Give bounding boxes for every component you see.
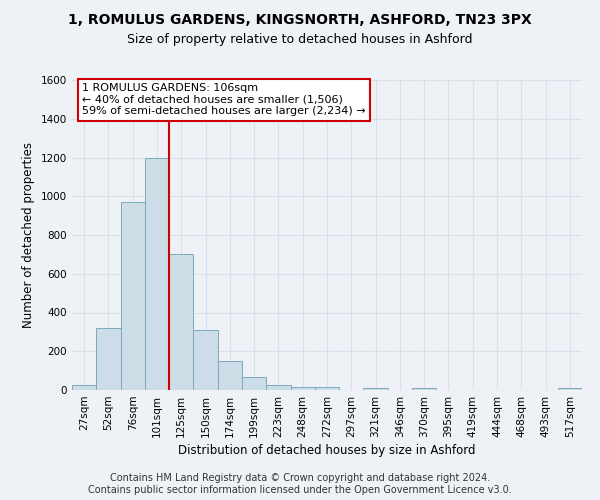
Bar <box>412 388 436 390</box>
Bar <box>558 388 582 390</box>
Text: 1, ROMULUS GARDENS, KINGSNORTH, ASHFORD, TN23 3PX: 1, ROMULUS GARDENS, KINGSNORTH, ASHFORD,… <box>68 12 532 26</box>
Bar <box>364 388 388 390</box>
Bar <box>290 387 315 390</box>
Bar <box>242 378 266 390</box>
X-axis label: Distribution of detached houses by size in Ashford: Distribution of detached houses by size … <box>178 444 476 457</box>
Bar <box>96 328 121 390</box>
Text: 1 ROMULUS GARDENS: 106sqm
← 40% of detached houses are smaller (1,506)
59% of se: 1 ROMULUS GARDENS: 106sqm ← 40% of detac… <box>82 83 366 116</box>
Bar <box>266 385 290 390</box>
Y-axis label: Number of detached properties: Number of detached properties <box>22 142 35 328</box>
Bar <box>218 361 242 390</box>
Bar <box>121 202 145 390</box>
Bar <box>315 387 339 390</box>
Bar <box>72 385 96 390</box>
Bar <box>145 158 169 390</box>
Bar <box>169 254 193 390</box>
Text: Contains HM Land Registry data © Crown copyright and database right 2024.
Contai: Contains HM Land Registry data © Crown c… <box>88 474 512 495</box>
Bar <box>193 330 218 390</box>
Text: Size of property relative to detached houses in Ashford: Size of property relative to detached ho… <box>127 32 473 46</box>
